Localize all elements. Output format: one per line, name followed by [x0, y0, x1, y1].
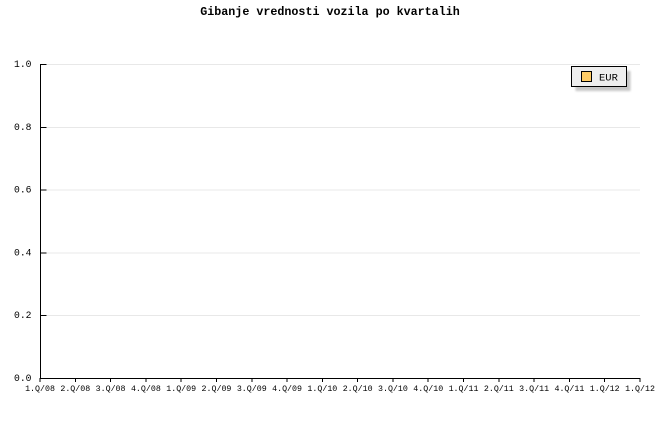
- svg-text:1.0: 1.0: [14, 59, 32, 70]
- svg-text:3.Q/09: 3.Q/09: [237, 384, 267, 394]
- svg-text:1.Q/12: 1.Q/12: [590, 384, 620, 394]
- svg-text:2.Q/08: 2.Q/08: [60, 384, 90, 394]
- svg-text:0.0: 0.0: [14, 373, 32, 384]
- svg-text:2.Q/10: 2.Q/10: [343, 384, 373, 394]
- svg-text:4.Q/11: 4.Q/11: [554, 384, 584, 394]
- svg-text:1.Q/09: 1.Q/09: [166, 384, 196, 394]
- svg-text:0.8: 0.8: [14, 122, 32, 133]
- svg-text:3.Q/11: 3.Q/11: [519, 384, 549, 394]
- svg-text:4.Q/08: 4.Q/08: [131, 384, 161, 394]
- svg-text:4.Q/09: 4.Q/09: [272, 384, 302, 394]
- svg-text:3.Q/10: 3.Q/10: [378, 384, 408, 394]
- svg-text:1.Q/10: 1.Q/10: [307, 384, 337, 394]
- svg-text:1.Q/12: 1.Q/12: [625, 384, 655, 394]
- svg-text:2.Q/09: 2.Q/09: [202, 384, 232, 394]
- svg-text:3.Q/08: 3.Q/08: [96, 384, 126, 394]
- svg-text:EUR: EUR: [599, 73, 619, 85]
- svg-text:0.2: 0.2: [14, 310, 32, 321]
- svg-text:1.Q/08: 1.Q/08: [25, 384, 55, 394]
- svg-text:1.Q/11: 1.Q/11: [449, 384, 479, 394]
- svg-text:0.4: 0.4: [14, 247, 32, 258]
- svg-text:2.Q/11: 2.Q/11: [484, 384, 514, 394]
- svg-text:0.6: 0.6: [14, 185, 32, 196]
- svg-text:4.Q/10: 4.Q/10: [413, 384, 443, 394]
